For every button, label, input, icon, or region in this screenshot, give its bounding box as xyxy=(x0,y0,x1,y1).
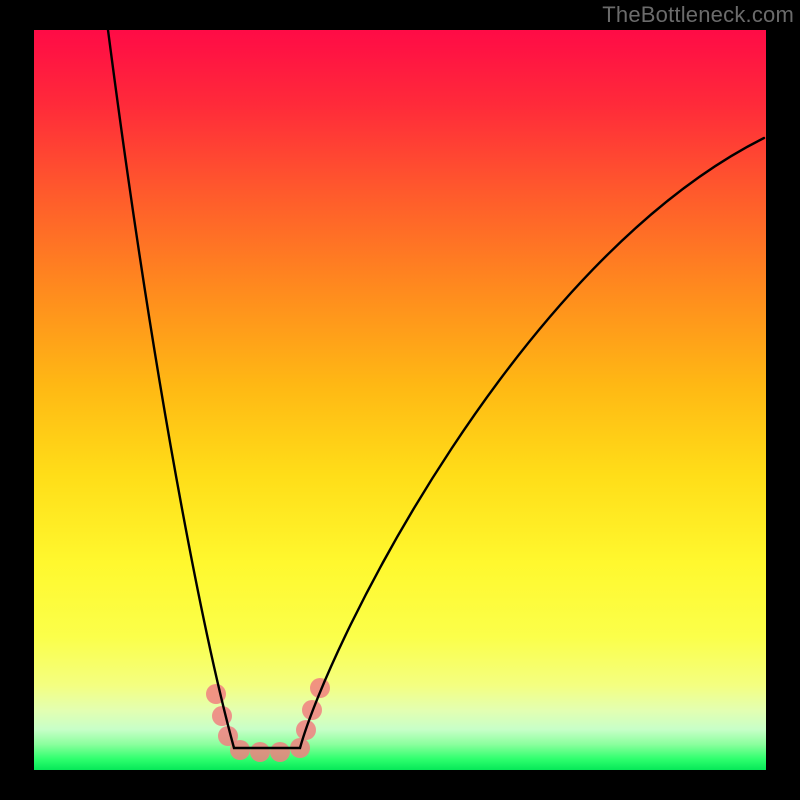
watermark-text: TheBottleneck.com xyxy=(602,2,794,28)
bottleneck-curve xyxy=(108,30,764,748)
curve-overlay xyxy=(34,30,766,770)
marker-group xyxy=(206,678,330,762)
marker-point xyxy=(270,742,290,762)
marker-point xyxy=(250,742,270,762)
chart-container: TheBottleneck.com xyxy=(0,0,800,800)
marker-point xyxy=(212,706,232,726)
plot-area xyxy=(34,30,766,770)
